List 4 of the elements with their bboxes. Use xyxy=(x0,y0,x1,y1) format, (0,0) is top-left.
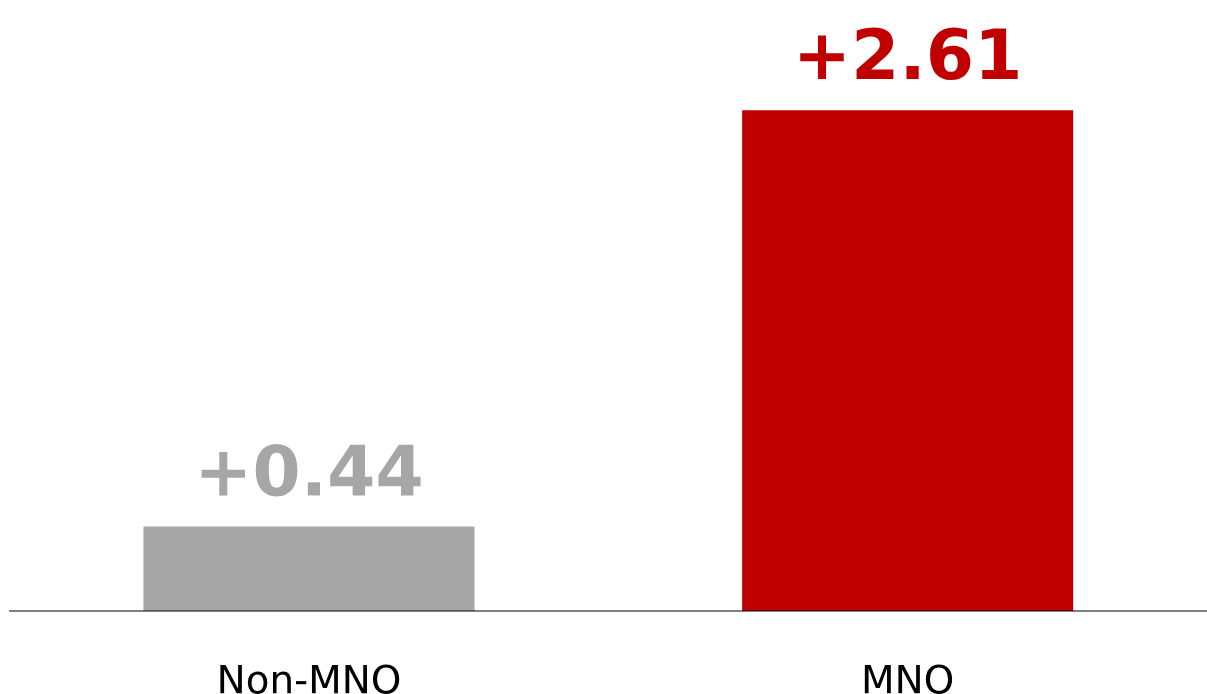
x-tick-label: MNO xyxy=(864,664,953,694)
data-label: +0.44 xyxy=(201,443,421,497)
x-tick-label: Non-MNO xyxy=(220,664,400,694)
data-label: +2.61 xyxy=(800,27,1018,81)
